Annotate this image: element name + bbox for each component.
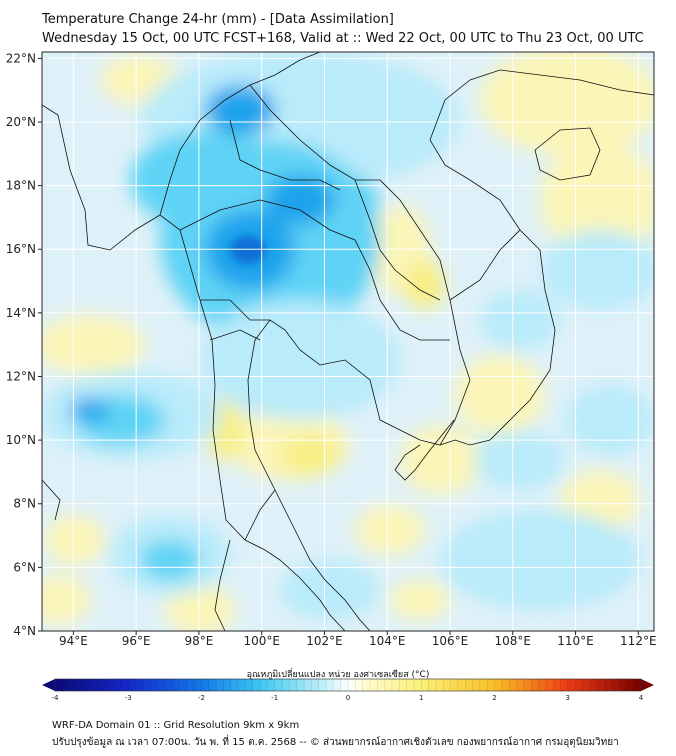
colorbar-min-arrow: [42, 679, 55, 691]
colorbar-tick-label: -2: [198, 694, 205, 702]
colorbar-tick-label: 0: [346, 694, 350, 702]
map-frame: [41, 51, 655, 632]
colorbar-tick-label: -4: [52, 694, 60, 702]
colorbar-tick-label: 2: [492, 694, 496, 702]
lon-label: 108°E: [495, 634, 532, 648]
model-info: WRF-DA Domain 01 :: Grid Resolution 9km …: [52, 720, 300, 731]
colorbar-tick-label: 1: [419, 694, 423, 702]
lon-label: 104°E: [369, 634, 406, 648]
map-title: Temperature Change 24-hr (mm) - [Data As…: [42, 12, 394, 27]
lon-label: 102°E: [306, 634, 343, 648]
lat-label: 8°N: [13, 497, 36, 511]
lon-label: 96°E: [122, 634, 151, 648]
lon-label: 94°E: [59, 634, 88, 648]
lat-label: 18°N: [6, 179, 36, 193]
colorbar: -4 -3 -2 -1 0 1 2 3 4: [42, 678, 654, 702]
lat-label: 20°N: [6, 115, 36, 129]
colorbar-tick-label: 4: [639, 694, 644, 702]
lat-label: 14°N: [6, 306, 36, 320]
lon-label: 112°E: [620, 634, 657, 648]
colorbar-tick-label: -1: [271, 694, 278, 702]
coastlines: [42, 52, 654, 631]
lon-label: 110°E: [557, 634, 594, 648]
field-layer: [42, 52, 654, 631]
lat-label: 22°N: [6, 51, 36, 65]
lat-label: 10°N: [6, 433, 36, 447]
lon-label: 98°E: [184, 634, 213, 648]
colorbar-tick-label: 3: [566, 694, 570, 702]
graticule: [42, 52, 654, 631]
lat-label: 12°N: [6, 369, 36, 383]
latitude-labels: 22°N 20°N 18°N 16°N 14°N 12°N 10°N 8°N 6°N 4°N: [6, 51, 42, 638]
colorbar-tick-label: -3: [125, 694, 132, 702]
colorbar-max-arrow: [641, 679, 654, 691]
longitude-labels: 94°E 96°E 98°E 100°E 102°E 104°E 106°E 108°E 110…: [59, 631, 657, 648]
credit-line: ปรับปรุงข้อมูล ณ เวลา 07:00น. วัน พ. ที่…: [52, 737, 619, 748]
lat-label: 6°N: [13, 560, 36, 574]
lon-label: 106°E: [432, 634, 469, 648]
colorbar-title: อุณหภูมิเปลี่ยนแปลง หน่วย องศาเซลเซียส (…: [246, 670, 430, 680]
lon-label: 100°E: [243, 634, 280, 648]
map-subtitle: Wednesday 15 Oct, 00 UTC FCST+168, Valid…: [42, 31, 644, 46]
lat-label: 16°N: [6, 242, 36, 256]
lat-label: 4°N: [13, 624, 36, 638]
